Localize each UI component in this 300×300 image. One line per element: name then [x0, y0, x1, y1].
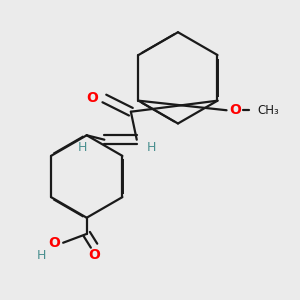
Text: O: O — [87, 92, 98, 106]
Text: H: H — [78, 141, 87, 154]
Text: CH₃: CH₃ — [257, 104, 279, 117]
Text: O: O — [88, 248, 100, 262]
Text: O: O — [230, 103, 241, 117]
Text: H: H — [147, 141, 156, 154]
Text: H: H — [36, 249, 46, 262]
Text: O: O — [48, 236, 60, 250]
